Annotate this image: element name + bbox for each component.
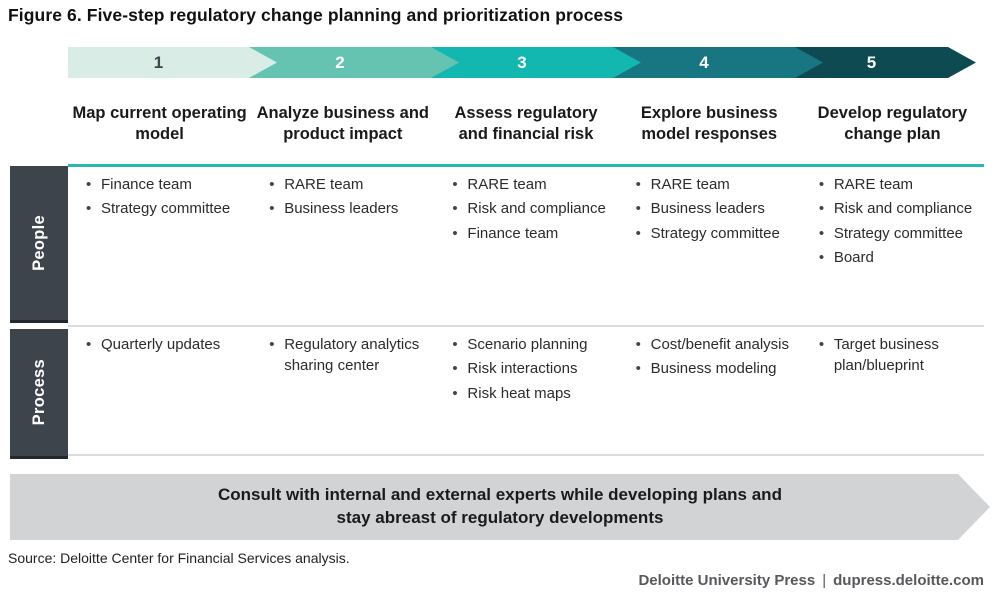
bullet-item: Risk interactions <box>452 358 611 380</box>
bullet-item: RARE team <box>269 174 428 196</box>
cell-people-step4: RARE team Business leaders Strategy comm… <box>618 167 801 325</box>
step-arrow-5: 5 <box>795 47 976 78</box>
bullet-item: Business leaders <box>269 198 428 220</box>
table-row-people: Finance team Strategy committee RARE tea… <box>68 167 984 327</box>
publisher-footer: Deloitte University Press | dupress.deloit… <box>638 572 984 589</box>
cell-people-step3: RARE team Risk and compliance Finance te… <box>434 167 617 325</box>
bullet-item: Finance team <box>86 174 245 196</box>
bullet-item: Target business plan/blueprint <box>819 334 978 377</box>
process-table: Finance team Strategy committee RARE tea… <box>68 164 984 456</box>
consult-banner-arrow: Consult with internal and external exper… <box>10 474 990 540</box>
step-number: 5 <box>866 52 877 72</box>
bullet-item: RARE team <box>819 174 978 196</box>
step-header-2: Analyze business and product impact <box>256 103 429 143</box>
bullet-item: RARE team <box>636 174 795 196</box>
step-arrow-4: 4 <box>613 47 823 78</box>
bullet-item: Cost/benefit analysis <box>636 334 795 356</box>
bullet-item: Risk heat maps <box>452 383 611 405</box>
cell-process-step1: Quarterly updates <box>68 327 251 454</box>
step-header-3: Assess regulatory and financial risk <box>454 103 598 143</box>
consult-banner-line1: Consult with internal and external exper… <box>218 485 782 505</box>
cell-process-step2: Regulatory analytics sharing center <box>251 327 434 454</box>
footer-separator: | <box>822 572 827 589</box>
cell-process-step4: Cost/benefit analysis Business modeling <box>618 327 801 454</box>
bullet-item: Board <box>819 247 978 269</box>
step-number: 4 <box>699 52 709 72</box>
step-arrow-3: 3 <box>431 47 641 78</box>
step-number: 3 <box>517 52 527 72</box>
cell-people-step5: RARE team Risk and compliance Strategy c… <box>801 167 984 325</box>
bullet-item: Risk and compliance <box>452 198 611 220</box>
bullet-item: Business modeling <box>636 358 795 380</box>
row-label-process: Process <box>10 329 68 459</box>
consult-banner-line2: stay abreast of regulatory developments <box>336 508 664 527</box>
bullet-item: Business leaders <box>636 198 795 220</box>
table-row-process: Quarterly updates Regulatory analytics s… <box>68 327 984 456</box>
bullet-item: Strategy committee <box>86 198 245 220</box>
bullet-item: Regulatory analytics sharing center <box>269 334 428 377</box>
cell-people-step2: RARE team Business leaders <box>251 167 434 325</box>
step-number: 1 <box>153 52 164 72</box>
bullet-item: Finance team <box>452 223 611 245</box>
bullet-item: Risk and compliance <box>819 198 978 220</box>
cell-process-step3: Scenario planning Risk interactions Risk… <box>434 327 617 454</box>
cell-people-step1: Finance team Strategy committee <box>68 167 251 325</box>
step-header-5: Develop regulatory change plan <box>817 103 968 143</box>
cell-process-step5: Target business plan/blueprint <box>801 327 984 454</box>
figure-title: Figure 6. Five-step regulatory change pl… <box>8 5 624 25</box>
row-label-process-text: Process <box>29 359 48 426</box>
step-headers: Map current operating model Analyze busi… <box>68 86 984 162</box>
publisher-name: Deloitte University Press <box>638 572 816 589</box>
bullet-item: RARE team <box>452 174 611 196</box>
source-note: Source: Deloitte Center for Financial Se… <box>8 550 350 566</box>
row-label-people: People <box>10 166 68 323</box>
publisher-url: dupress.deloitte.com <box>833 572 984 589</box>
step-header-4: Explore business model responses <box>640 103 778 143</box>
row-label-people-text: People <box>29 215 48 271</box>
step-header-1: Map current operating model <box>72 103 247 143</box>
bullet-item: Strategy committee <box>636 223 795 245</box>
step-arrow-bar: 1 2 3 4 5 <box>68 47 976 78</box>
bullet-item: Strategy committee <box>819 223 978 245</box>
step-arrow-1: 1 <box>68 47 277 78</box>
bullet-item: Quarterly updates <box>86 334 245 356</box>
bullet-item: Scenario planning <box>452 334 611 356</box>
step-number: 2 <box>335 52 345 72</box>
step-arrow-2: 2 <box>249 47 459 78</box>
